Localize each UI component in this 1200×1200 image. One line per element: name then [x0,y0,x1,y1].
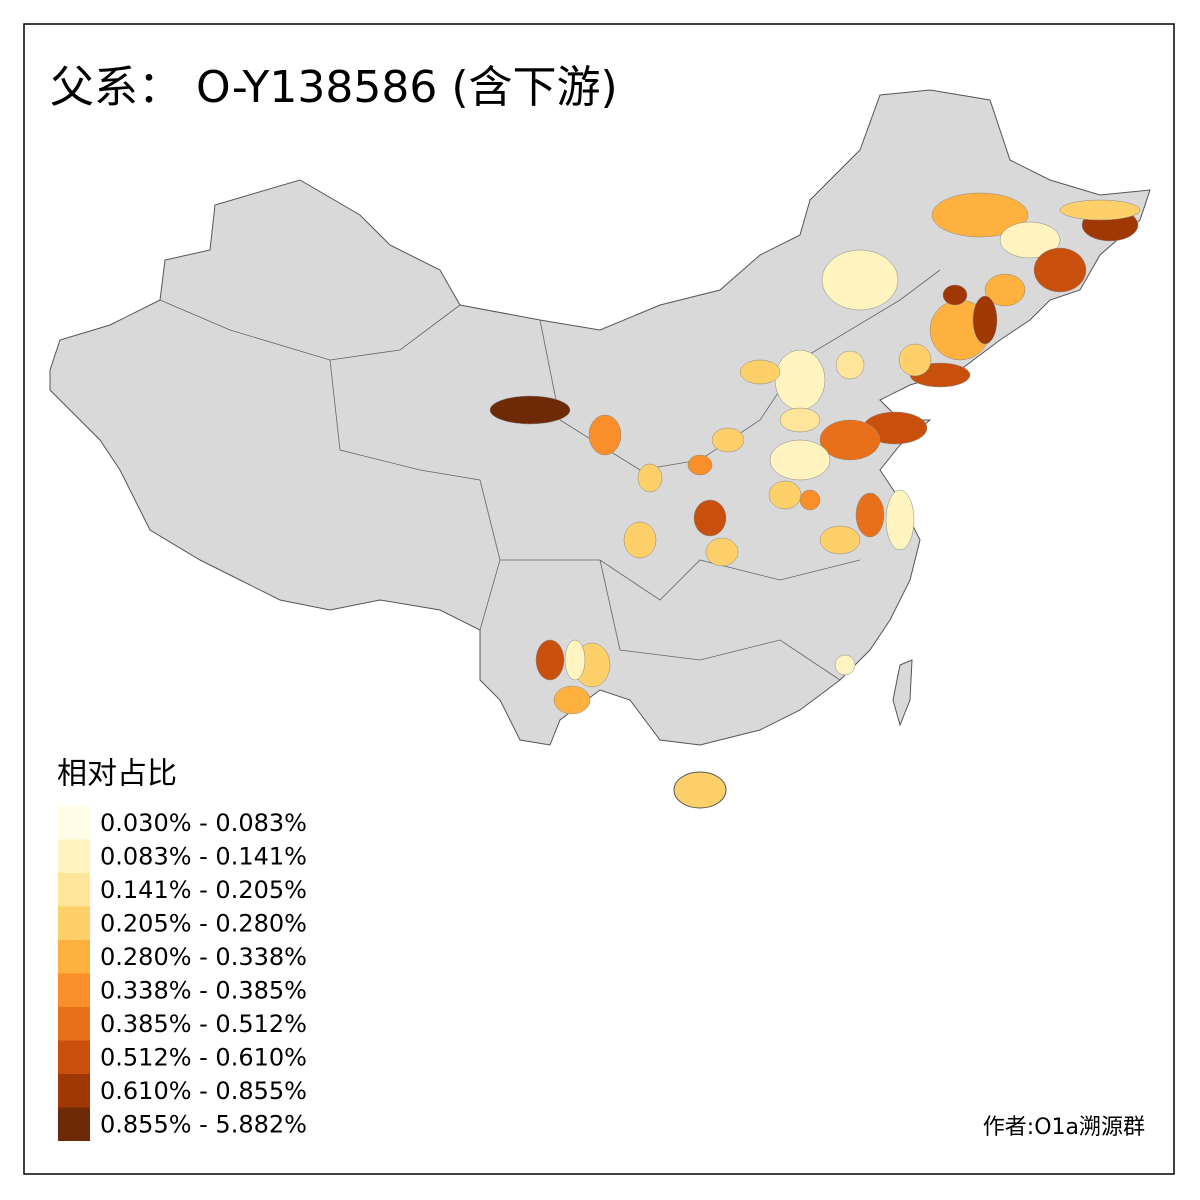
region [711,427,745,453]
province-border [599,559,841,681]
region [588,414,622,456]
region [779,407,821,433]
legend-label: 0.141% - 0.205% [100,876,307,904]
map [49,89,1151,809]
region [999,221,1061,259]
title: 父系： O-Y138586 (含下游) [50,62,618,113]
region [855,492,885,538]
region [623,521,657,559]
region [489,395,571,425]
legend-swatch [58,906,90,940]
region [564,639,586,681]
legend-swatch [58,940,90,974]
region [769,439,831,481]
region [1033,247,1087,293]
region [799,489,821,511]
legend-swatch [58,1074,90,1108]
region [535,639,565,681]
island [673,771,727,809]
legend-swatch [58,873,90,907]
region [942,284,968,306]
legend-label: 0.030% - 0.083% [100,809,307,837]
region [693,499,727,537]
region [819,525,861,555]
region [885,489,915,551]
legend-label: 0.338% - 0.385% [100,977,307,1005]
region [705,537,739,567]
region [774,349,826,411]
region [1059,199,1141,221]
legend-label: 0.205% - 0.280% [100,910,307,938]
credit: 作者:O1a溯源群 [983,1115,1145,1140]
region [821,249,899,311]
region [984,273,1026,307]
legend-swatch [58,806,90,840]
region [835,350,865,380]
legend-label: 0.280% - 0.338% [100,943,307,971]
region [739,359,781,385]
region [834,654,856,676]
region [972,295,998,345]
region [768,480,802,510]
region [553,685,591,715]
province-border [500,559,861,601]
legend-label: 0.385% - 0.512% [100,1010,307,1038]
island [892,659,913,727]
region [637,463,663,493]
legend-label: 0.512% - 0.610% [100,1044,307,1072]
legend-swatch [58,1040,90,1074]
region [687,454,713,476]
region [819,419,881,461]
region [931,192,1029,238]
province-border [329,359,501,631]
region [898,343,932,377]
legend-label: 0.610% - 0.855% [100,1077,307,1105]
legend-label: 0.083% - 0.141% [100,843,307,871]
legend-swatch [58,1007,90,1041]
legend-title: 相对占比 [57,757,177,792]
legend-label: 0.855% - 5.882% [100,1111,307,1139]
legend: 0.030% - 0.083% 0.083% - 0.141% 0.141% - 0… [58,806,307,1141]
legend-swatch [58,973,90,1007]
legend-swatch [58,1107,90,1141]
legend-swatch [58,839,90,873]
